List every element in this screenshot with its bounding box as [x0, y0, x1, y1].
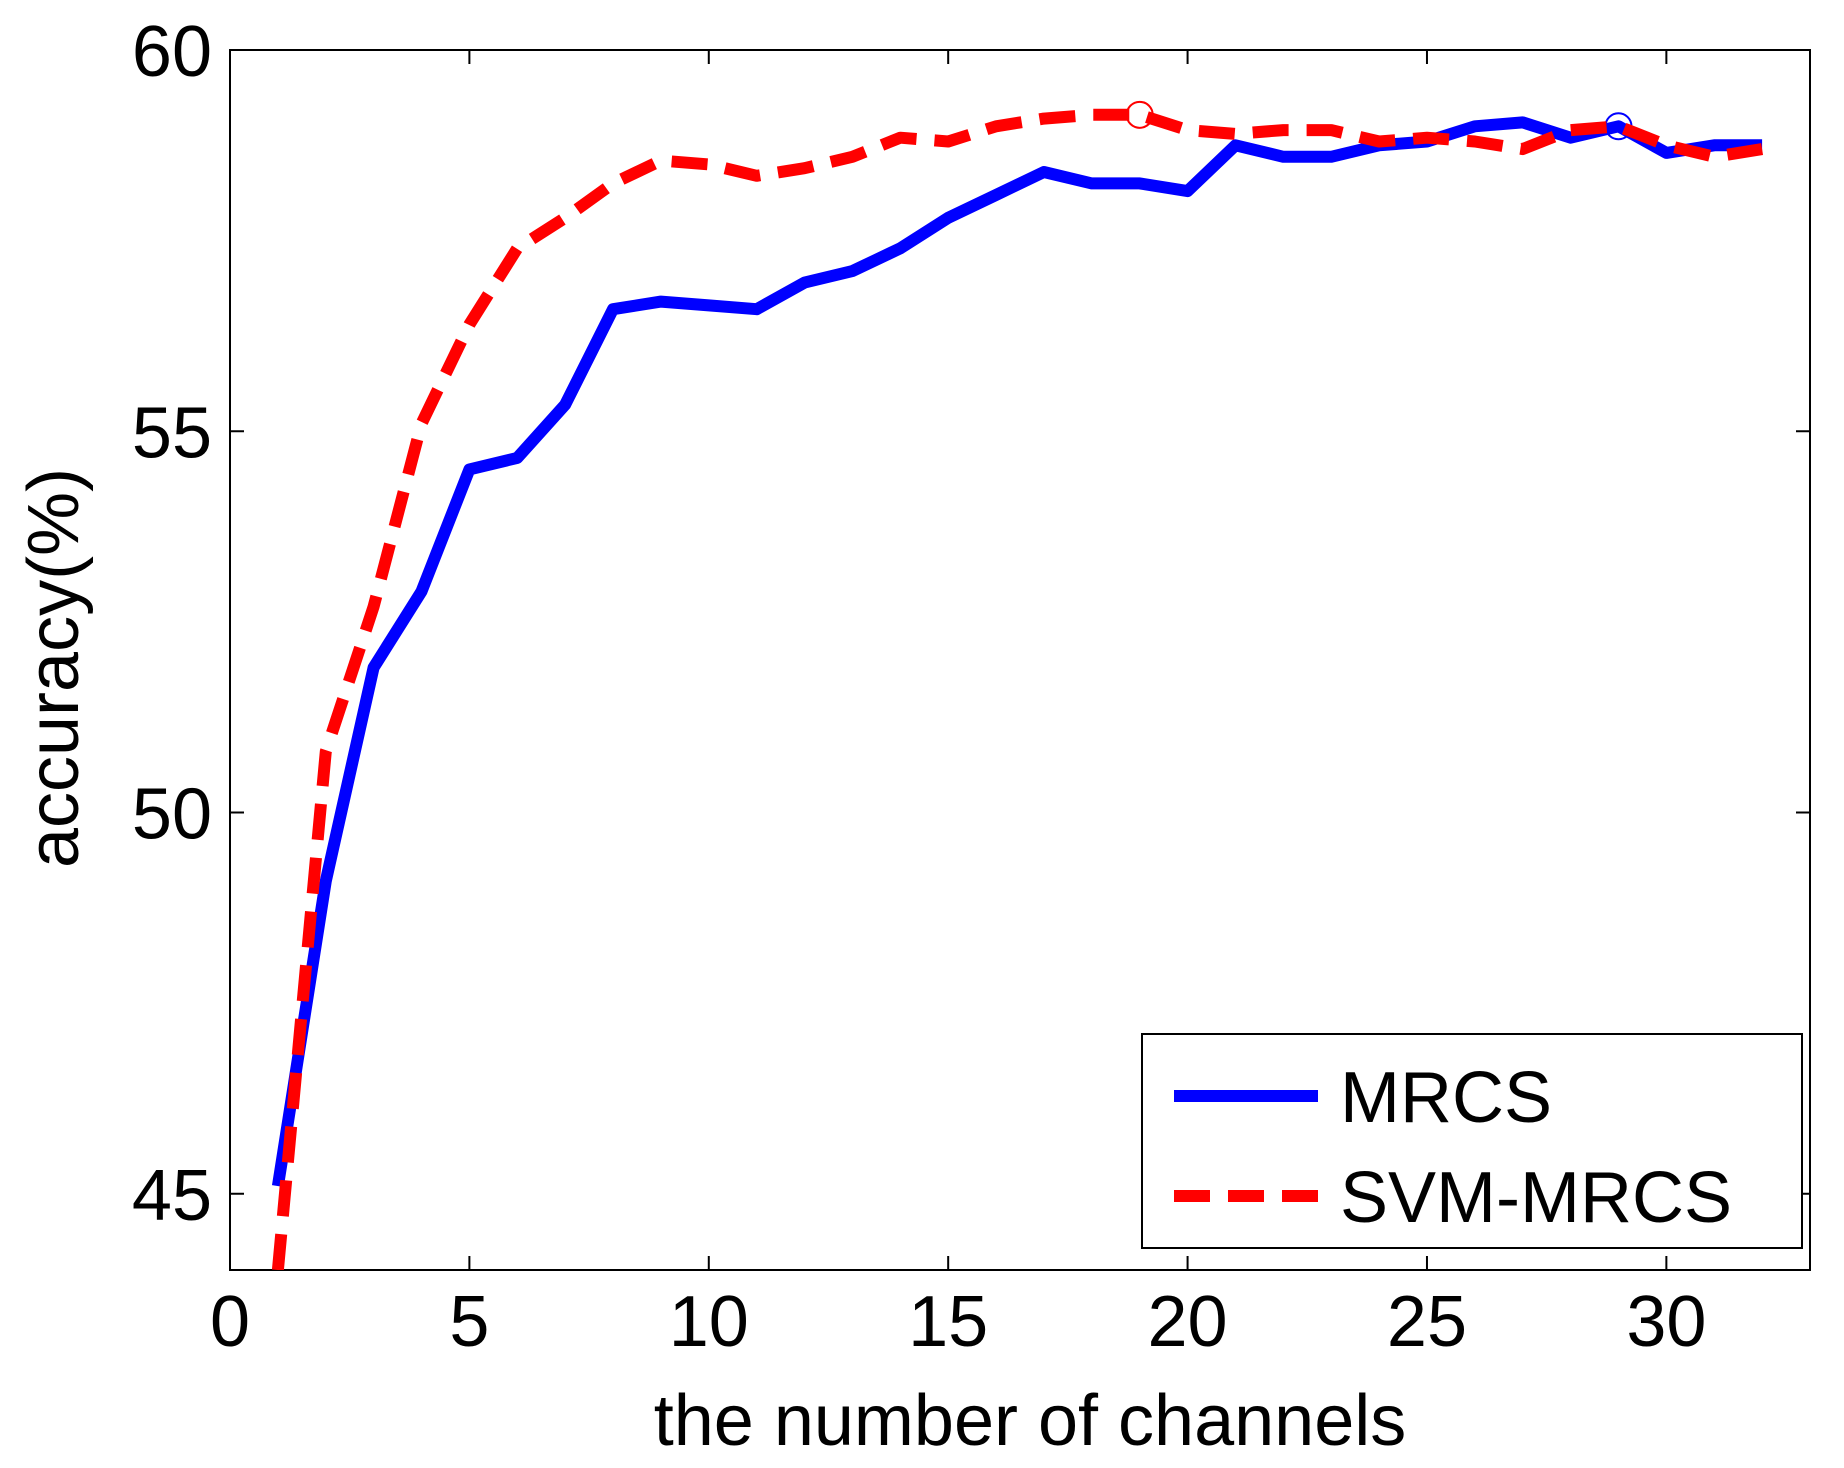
x-tick-label: 25 — [1387, 1282, 1467, 1362]
x-tick-label: 30 — [1626, 1282, 1706, 1362]
y-tick-label: 60 — [132, 12, 212, 92]
x-tick-label: 15 — [908, 1282, 988, 1362]
x-tick-label: 20 — [1148, 1282, 1228, 1362]
legend-label-svm-mrcs: SVM-MRCS — [1340, 1158, 1732, 1238]
y-tick-label: 45 — [132, 1156, 212, 1236]
y-tick-label: 50 — [132, 775, 212, 855]
series-line-mrcs — [271, 116, 1763, 1188]
series-line-svm-mrcs — [271, 108, 1764, 1270]
y-tick-label: 55 — [132, 393, 212, 473]
max-marker-svm-mrcs — [1125, 100, 1154, 129]
legend: MRCS SVM-MRCS — [1141, 1033, 1803, 1249]
x-tick-label: 0 — [210, 1282, 250, 1362]
x-tick-label: 5 — [449, 1282, 489, 1362]
x-axis-label: the number of channels — [654, 1381, 1406, 1461]
y-axis-label: accuracy(%) — [14, 468, 94, 868]
series-layer — [271, 100, 1764, 1270]
x-tick-label: 10 — [669, 1282, 749, 1362]
legend-box — [1141, 1033, 1803, 1249]
legend-label-mrcs: MRCS — [1340, 1058, 1552, 1138]
ticks-layer: 0 5 10 15 20 25 30 45 50 55 60 — [132, 12, 1810, 1362]
